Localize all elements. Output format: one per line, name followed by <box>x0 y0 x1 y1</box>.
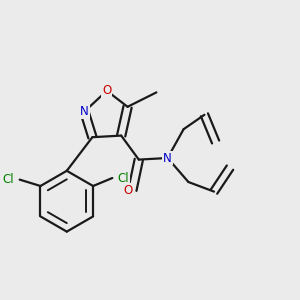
Text: O: O <box>102 84 111 97</box>
Text: O: O <box>123 184 132 196</box>
Text: N: N <box>163 152 172 164</box>
Text: N: N <box>80 105 89 118</box>
Text: Cl: Cl <box>3 173 14 186</box>
Text: Cl: Cl <box>118 172 129 184</box>
